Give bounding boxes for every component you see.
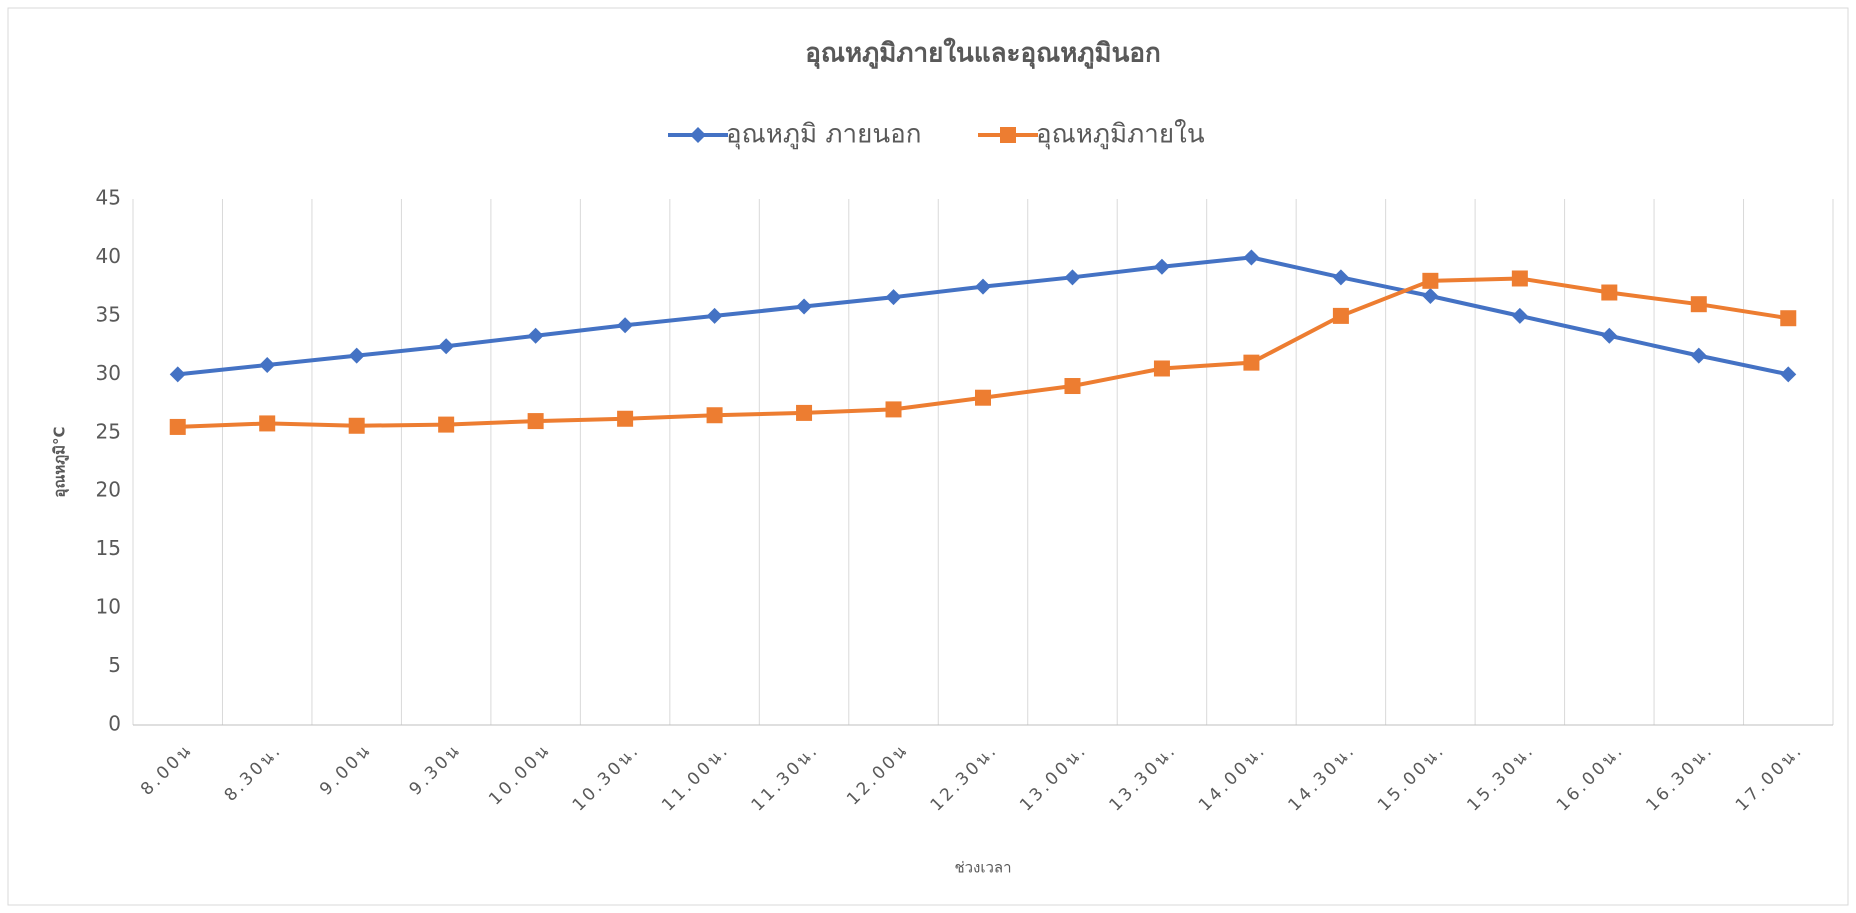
marker <box>438 338 455 355</box>
marker <box>1601 284 1618 301</box>
marker <box>617 410 634 427</box>
marker <box>527 413 544 430</box>
y-tick-label: 10 <box>96 595 121 619</box>
marker <box>1153 258 1170 275</box>
marker <box>1000 127 1016 143</box>
y-tick-label: 20 <box>96 478 121 502</box>
marker <box>706 307 723 324</box>
marker <box>1422 272 1439 289</box>
y-tick-label: 40 <box>96 244 121 268</box>
marker <box>796 298 813 315</box>
marker <box>1243 249 1260 266</box>
chart-frame <box>7 7 1849 906</box>
marker <box>1243 354 1260 371</box>
marker <box>1601 327 1618 344</box>
marker <box>617 317 634 334</box>
marker <box>690 127 706 143</box>
marker <box>1690 296 1707 313</box>
marker <box>169 366 186 383</box>
y-tick-label: 25 <box>96 419 121 443</box>
y-tick-label: 0 <box>108 712 121 736</box>
marker <box>1064 269 1081 286</box>
marker <box>1153 360 1170 377</box>
y-tick-label: 5 <box>108 653 121 677</box>
marker <box>1422 288 1439 305</box>
marker <box>796 404 813 421</box>
marker <box>1511 307 1528 324</box>
marker <box>885 401 902 418</box>
y-tick-label: 45 <box>96 186 121 210</box>
marker <box>975 278 991 295</box>
marker <box>259 356 276 373</box>
y-tick-label: 30 <box>96 361 121 385</box>
y-axis-label: อุณหภูมิ°C <box>51 426 70 497</box>
legend-label: อุณหภูมิภายใน <box>1036 120 1205 150</box>
marker <box>169 418 186 435</box>
legend-label: อุณหภูมิ ภายนอก <box>726 120 922 150</box>
marker <box>706 407 723 424</box>
marker <box>885 289 902 306</box>
marker <box>348 417 365 434</box>
marker <box>438 416 455 433</box>
y-tick-label: 15 <box>96 536 121 560</box>
marker <box>1332 269 1349 286</box>
marker <box>527 327 544 344</box>
marker <box>1332 307 1349 324</box>
marker <box>1511 270 1528 287</box>
chart-title: อุณหภูมิภายในและอุณหภูมินอก <box>805 38 1161 70</box>
x-axis-label: ช่วงเวลา <box>954 859 1011 877</box>
marker <box>1780 366 1797 383</box>
marker <box>975 389 991 406</box>
marker <box>348 347 365 364</box>
marker <box>1064 378 1081 395</box>
marker <box>1780 310 1797 327</box>
y-tick-label: 35 <box>96 302 121 326</box>
marker <box>1690 347 1707 364</box>
marker <box>259 415 276 432</box>
